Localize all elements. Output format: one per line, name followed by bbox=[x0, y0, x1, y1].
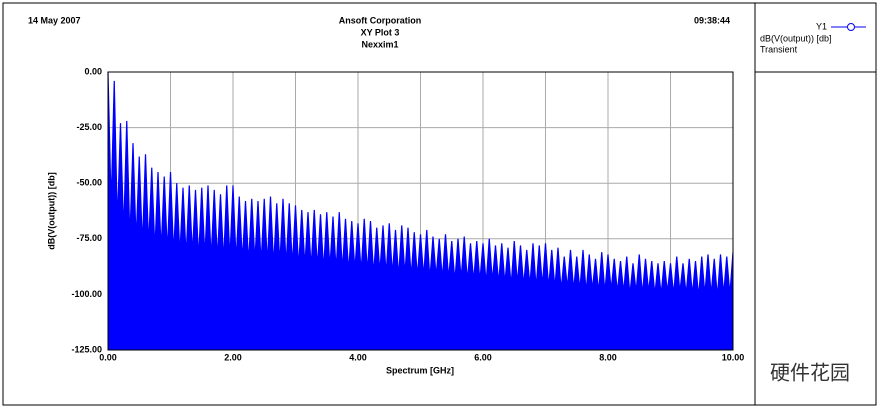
chart-subtitle: XY Plot 3 bbox=[361, 27, 400, 37]
frame bbox=[2, 2, 877, 406]
legend-source: Transient bbox=[760, 44, 798, 54]
y-tick-label: -25.00 bbox=[76, 122, 102, 132]
y-tick-label: -75.00 bbox=[76, 233, 102, 243]
x-tick-label: 10.00 bbox=[722, 352, 745, 362]
x-tick-label: 8.00 bbox=[599, 352, 617, 362]
date: 14 May 2007 bbox=[28, 15, 81, 25]
chart-title: Ansoft Corporation bbox=[339, 15, 422, 25]
y-tick-label: -50.00 bbox=[76, 178, 102, 188]
spectrum-area bbox=[108, 72, 733, 350]
y-tick-label: -100.00 bbox=[71, 289, 102, 299]
x-tick-label: 2.00 bbox=[224, 352, 242, 362]
x-tick-label: 6.00 bbox=[474, 352, 492, 362]
y-tick-label: 0.00 bbox=[84, 66, 102, 76]
watermark: 硬件花园 bbox=[770, 361, 850, 384]
legend-expression: dB(V(output)) [db] bbox=[760, 33, 832, 43]
x-tick-label: 0.00 bbox=[99, 352, 117, 362]
legend-marker bbox=[847, 23, 855, 31]
legend-trace: Y1 bbox=[816, 21, 827, 31]
y-axis-label: dB(V(output)) [db] bbox=[46, 172, 56, 249]
plot-border bbox=[107, 71, 734, 351]
time: 09:38:44 bbox=[694, 15, 730, 25]
design-name: Nexxim1 bbox=[361, 39, 398, 49]
x-tick-label: 4.00 bbox=[349, 352, 367, 362]
spectrum-line bbox=[107, 71, 734, 297]
x-axis-label: Spectrum [GHz] bbox=[386, 365, 454, 375]
y-tick-label: -125.00 bbox=[71, 344, 102, 354]
